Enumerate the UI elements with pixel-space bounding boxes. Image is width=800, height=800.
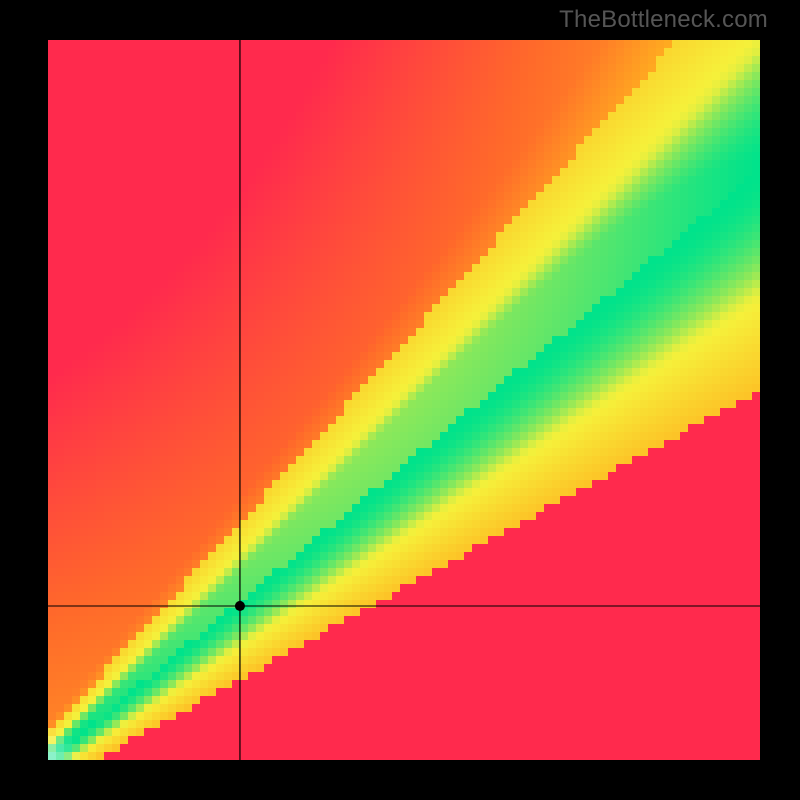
heatmap-plot <box>48 40 760 760</box>
chart-container: TheBottleneck.com <box>0 0 800 800</box>
attribution-label: TheBottleneck.com <box>559 6 768 34</box>
